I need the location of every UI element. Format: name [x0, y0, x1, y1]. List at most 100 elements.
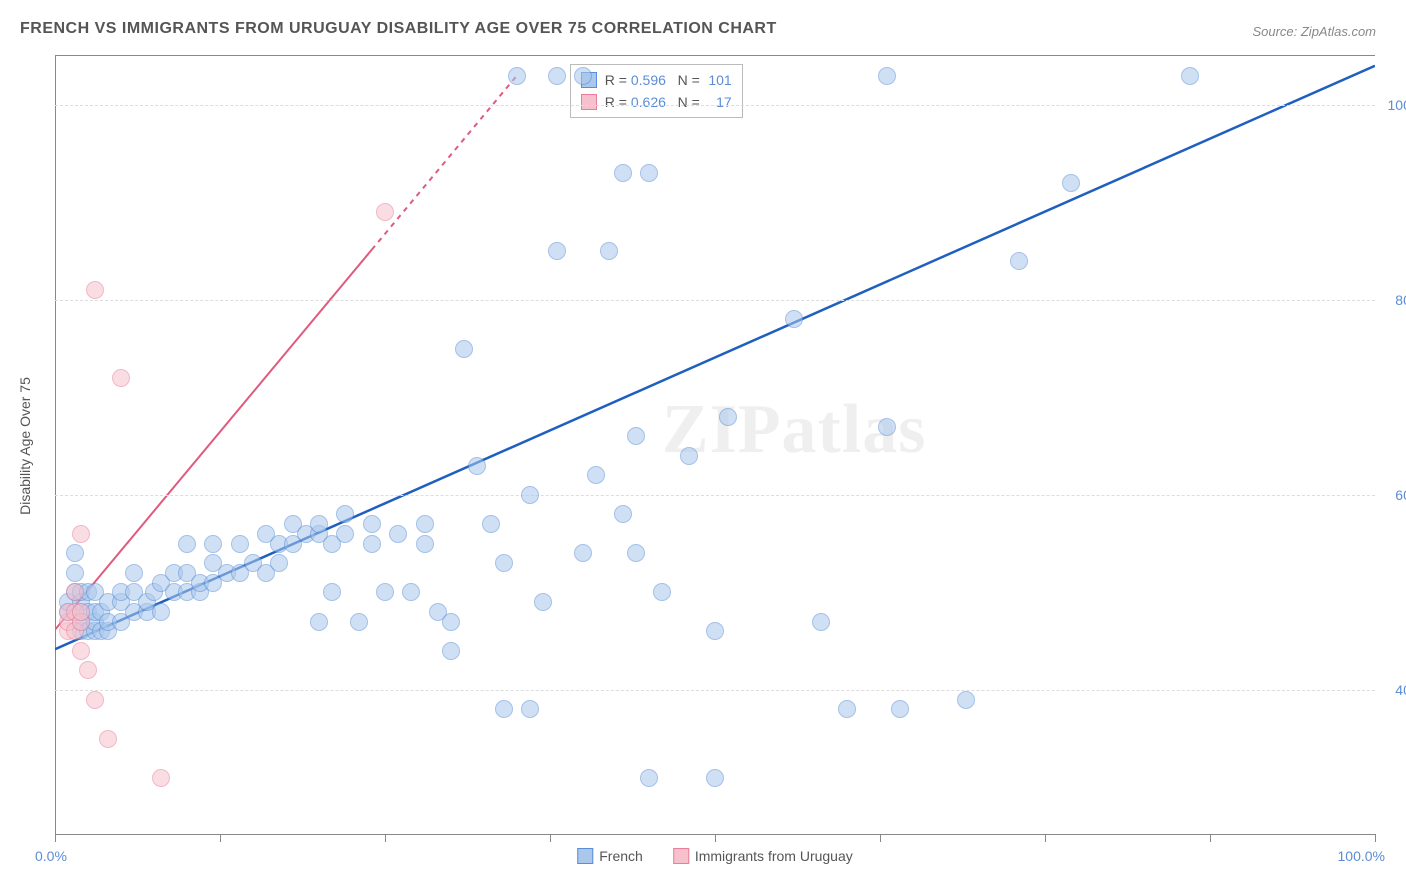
y-tick-label: 80.0%	[1395, 292, 1406, 308]
data-point	[376, 583, 394, 601]
data-point	[521, 700, 539, 718]
data-point	[627, 427, 645, 445]
data-point	[785, 310, 803, 328]
legend-item: French	[577, 848, 643, 864]
data-point	[72, 525, 90, 543]
data-point	[614, 164, 632, 182]
y-axis	[55, 56, 56, 834]
data-point	[706, 769, 724, 787]
gridline	[55, 300, 1375, 301]
x-tick	[385, 834, 386, 842]
data-point	[72, 642, 90, 660]
gridline	[55, 495, 1375, 496]
data-point	[548, 67, 566, 85]
data-point	[640, 164, 658, 182]
data-point	[416, 535, 434, 553]
data-point	[957, 691, 975, 709]
data-point	[72, 603, 90, 621]
data-point	[838, 700, 856, 718]
x-tick	[715, 834, 716, 842]
data-point	[614, 505, 632, 523]
data-point	[402, 583, 420, 601]
data-point	[495, 554, 513, 572]
series-swatch	[581, 94, 597, 110]
x-axis-max-label: 100.0%	[1338, 848, 1385, 864]
data-point	[99, 730, 117, 748]
data-point	[66, 583, 84, 601]
data-point	[455, 340, 473, 358]
x-axis-min-label: 0.0%	[35, 848, 67, 864]
source-label: Source: ZipAtlas.com	[1252, 24, 1376, 39]
y-axis-label: Disability Age Over 75	[17, 377, 33, 515]
data-point	[125, 564, 143, 582]
data-point	[442, 613, 460, 631]
stats-row: R = 0.626 N = 17	[581, 91, 732, 113]
chart-container: FRENCH VS IMMIGRANTS FROM URUGUAY DISABI…	[0, 0, 1406, 892]
data-point	[86, 691, 104, 709]
x-tick	[880, 834, 881, 842]
data-point	[152, 603, 170, 621]
data-point	[574, 544, 592, 562]
data-point	[1010, 252, 1028, 270]
stats-box: R = 0.596 N = 101R = 0.626 N = 17	[570, 64, 743, 118]
data-point	[416, 515, 434, 533]
x-tick	[1210, 834, 1211, 842]
data-point	[112, 369, 130, 387]
data-point	[310, 515, 328, 533]
legend-item: Immigrants from Uruguay	[673, 848, 853, 864]
plot-area: ZIPatlas R = 0.596 N = 101R = 0.626 N = …	[55, 55, 1375, 835]
data-point	[627, 544, 645, 562]
data-point	[231, 535, 249, 553]
data-point	[442, 642, 460, 660]
data-point	[66, 564, 84, 582]
gridline	[55, 105, 1375, 106]
data-point	[574, 67, 592, 85]
data-point	[508, 67, 526, 85]
y-tick-label: 40.0%	[1395, 682, 1406, 698]
data-point	[719, 408, 737, 426]
data-point	[878, 418, 896, 436]
data-point	[600, 242, 618, 260]
data-point	[336, 525, 354, 543]
x-tick	[220, 834, 221, 842]
data-point	[812, 613, 830, 631]
data-point	[587, 466, 605, 484]
data-point	[310, 613, 328, 631]
data-point	[891, 700, 909, 718]
gridline	[55, 690, 1375, 691]
stats-text: R = 0.626 N = 17	[605, 91, 732, 113]
data-point	[1181, 67, 1199, 85]
chart-title: FRENCH VS IMMIGRANTS FROM URUGUAY DISABI…	[20, 20, 777, 38]
data-point	[350, 613, 368, 631]
data-point	[468, 457, 486, 475]
y-tick-label: 100.0%	[1388, 97, 1406, 113]
data-point	[270, 554, 288, 572]
legend-label: Immigrants from Uruguay	[695, 848, 853, 864]
data-point	[706, 622, 724, 640]
stats-row: R = 0.596 N = 101	[581, 69, 732, 91]
data-point	[878, 67, 896, 85]
x-tick	[55, 834, 56, 842]
data-point	[66, 544, 84, 562]
data-point	[495, 700, 513, 718]
trend-lines	[55, 56, 1375, 834]
data-point	[204, 535, 222, 553]
data-point	[86, 281, 104, 299]
data-point	[389, 525, 407, 543]
data-point	[376, 203, 394, 221]
data-point	[1062, 174, 1080, 192]
y-tick-label: 60.0%	[1395, 487, 1406, 503]
x-tick	[1045, 834, 1046, 842]
data-point	[363, 535, 381, 553]
data-point	[680, 447, 698, 465]
data-point	[152, 769, 170, 787]
data-point	[336, 505, 354, 523]
data-point	[548, 242, 566, 260]
data-point	[482, 515, 500, 533]
data-point	[178, 535, 196, 553]
x-tick	[550, 834, 551, 842]
legend-swatch	[577, 848, 593, 864]
data-point	[640, 769, 658, 787]
data-point	[521, 486, 539, 504]
stats-text: R = 0.596 N = 101	[605, 69, 732, 91]
